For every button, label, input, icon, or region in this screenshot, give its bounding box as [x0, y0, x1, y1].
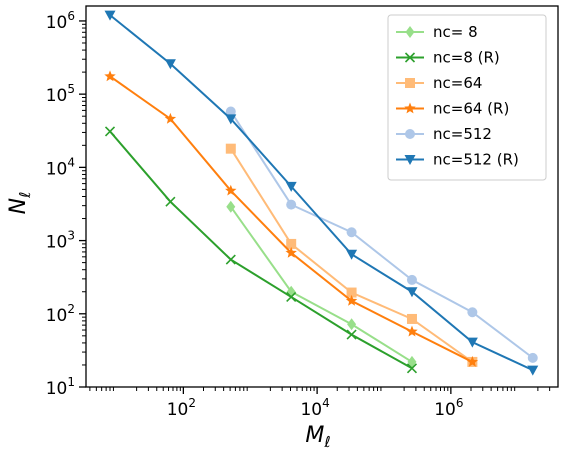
x-axis-title: Mℓ [305, 423, 330, 451]
marker-stroke [225, 254, 236, 265]
data-point [406, 274, 417, 285]
marker-stroke [286, 291, 297, 302]
data-point [286, 291, 297, 302]
data-point [467, 307, 478, 318]
legend-label: nc= 8 [433, 23, 478, 41]
y-tick-label: 105 [46, 82, 75, 106]
x-tick-label: 102 [167, 396, 196, 420]
data-point [466, 355, 479, 367]
legend-marker [404, 52, 416, 63]
data-point [466, 337, 478, 348]
marker-stroke [104, 126, 116, 137]
data-point [346, 249, 358, 260]
series-layer [104, 10, 539, 376]
data-point [165, 196, 176, 207]
data-point [225, 184, 237, 196]
legend-label: nc=512 (R) [433, 151, 519, 169]
data-point [406, 325, 418, 337]
legend-label: nc=64 (R) [433, 100, 509, 118]
y-tick-label: 101 [46, 375, 75, 399]
data-point [285, 246, 297, 258]
series-line [229, 206, 413, 363]
legend: nc= 8 nc=8 (R) nc=64 nc=64 (R) nc=512 nc=512 … [387, 14, 547, 181]
y-tick-label: 103 [46, 229, 75, 253]
data-point [225, 254, 236, 265]
legend-item: nc=512 (R) [396, 151, 519, 169]
x-tick-label: 104 [300, 396, 329, 420]
data-point [285, 181, 297, 192]
series-line [109, 130, 413, 370]
series-2 [104, 126, 418, 374]
y-tick-label: 104 [46, 155, 75, 179]
data-point [406, 287, 418, 298]
data-point [347, 318, 357, 331]
data-point [406, 313, 417, 324]
series-line [229, 110, 534, 359]
data-point [346, 329, 357, 340]
marker-stroke [346, 329, 357, 340]
x-tick-label: 106 [434, 396, 463, 420]
y-axis-title: Nℓ [6, 192, 34, 215]
series-6 [104, 10, 539, 376]
legend-item: nc=64 [396, 74, 482, 92]
data-point [225, 114, 237, 125]
legend-label: nc=512 [433, 125, 492, 143]
series-4 [104, 70, 479, 367]
data-point [104, 10, 116, 21]
legend-item: nc=8 (R) [396, 49, 500, 67]
data-point [345, 294, 358, 306]
legend-marker [404, 102, 416, 114]
legend-item: nc=64 (R) [396, 100, 509, 118]
legend-item: nc=512 [396, 125, 492, 143]
legend-item: nc= 8 [396, 23, 478, 41]
data-point [346, 287, 357, 298]
series-1 [226, 200, 417, 368]
data-point [527, 352, 538, 363]
legend-box [387, 14, 547, 181]
marker-stroke [404, 52, 416, 63]
data-point [286, 238, 297, 249]
legend-label: nc=64 [433, 74, 482, 92]
marker-stroke [406, 363, 418, 374]
data-point [164, 59, 176, 70]
data-point [104, 126, 116, 137]
series-line [109, 14, 534, 372]
y-tick-label: 102 [46, 302, 75, 326]
legend-marker [404, 155, 416, 165]
legend-marker [405, 129, 415, 139]
data-point [226, 200, 236, 213]
data-point [104, 70, 116, 82]
data-point [225, 106, 236, 117]
axes: 102 104 106 101 102 103 104 105 106 [46, 5, 559, 420]
data-point [527, 365, 539, 376]
data-point [164, 112, 177, 124]
data-point [286, 199, 297, 210]
series-5 [225, 106, 538, 363]
legend-marker [405, 26, 415, 38]
marker-stroke [165, 196, 176, 207]
y-tick-label: 106 [46, 9, 75, 33]
data-point [406, 363, 418, 374]
legend-marker [405, 78, 415, 88]
data-point [346, 227, 357, 238]
legend-label: nc=8 (R) [433, 49, 500, 67]
data-point [225, 143, 236, 154]
